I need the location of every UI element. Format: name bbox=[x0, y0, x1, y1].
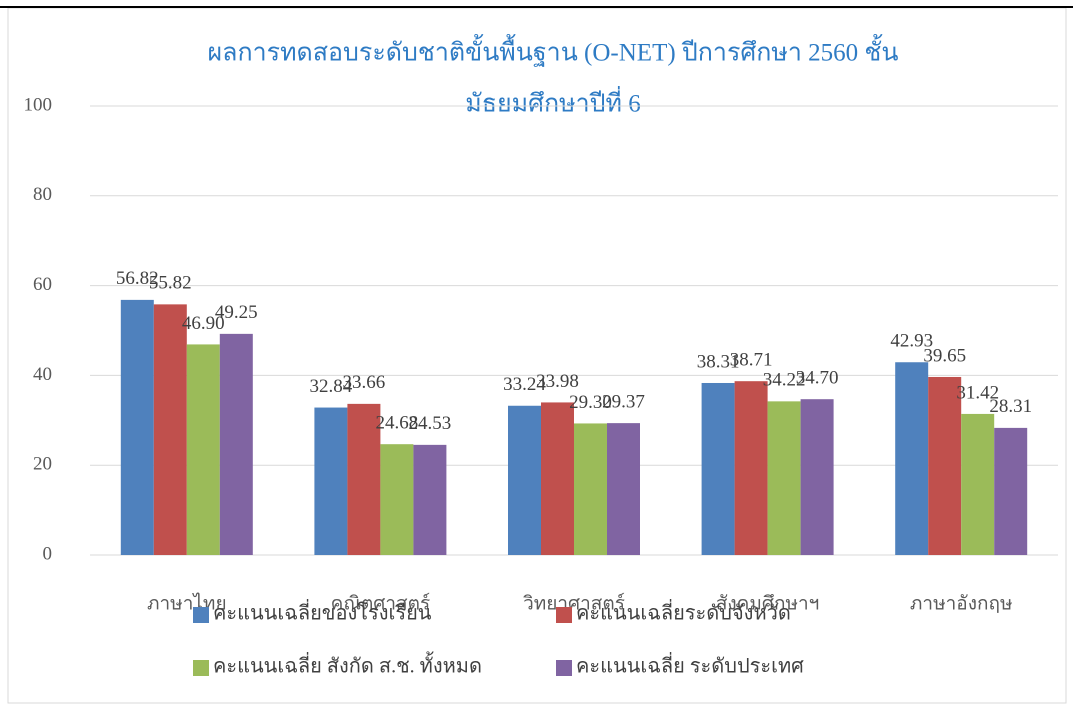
value-label: 29.37 bbox=[602, 391, 645, 412]
value-label: 28.31 bbox=[989, 396, 1032, 417]
value-label: 49.25 bbox=[215, 302, 258, 323]
x-tick-label: วิทยาศาสตร์ bbox=[523, 592, 625, 614]
y-tick-label: 0 bbox=[43, 543, 53, 564]
y-tick-label: 40 bbox=[33, 364, 52, 385]
value-label: 38.31 bbox=[697, 351, 740, 372]
value-label: 34.22 bbox=[763, 370, 806, 391]
bar bbox=[607, 423, 640, 555]
value-label: 39.65 bbox=[923, 345, 966, 366]
bar bbox=[895, 362, 929, 555]
legend-label: คะแนนเฉลี่ย สังกัด ส.ช. ทั้งหมด bbox=[213, 652, 482, 678]
legend-swatch bbox=[556, 607, 572, 623]
value-label: 29.30 bbox=[569, 392, 612, 413]
x-tick-label: ภาษาอังกฤษ bbox=[910, 593, 1013, 614]
bar bbox=[413, 444, 447, 555]
y-tick-label: 60 bbox=[33, 274, 52, 295]
value-label: 38.71 bbox=[730, 350, 773, 371]
bar bbox=[541, 402, 574, 555]
bar bbox=[153, 304, 187, 555]
bar bbox=[120, 299, 154, 555]
x-tick-label: คณิตศาสตร์ bbox=[331, 592, 431, 614]
x-tick-label: สังคมศึกษาฯ bbox=[716, 593, 820, 614]
value-label: 56.82 bbox=[116, 268, 159, 289]
bar bbox=[734, 381, 768, 555]
bar bbox=[767, 401, 801, 555]
value-label: 33.98 bbox=[536, 371, 579, 392]
value-label: 32.84 bbox=[310, 376, 353, 397]
value-label: 33.24 bbox=[503, 374, 546, 395]
bar bbox=[928, 376, 962, 555]
legend-swatch bbox=[193, 660, 209, 676]
value-label: 46.90 bbox=[182, 313, 225, 334]
bar bbox=[508, 405, 541, 555]
value-label: 31.42 bbox=[956, 382, 999, 403]
bar bbox=[961, 413, 995, 555]
bar bbox=[701, 382, 735, 555]
bar bbox=[800, 399, 834, 555]
legend-label: คะแนนเฉลี่ยระดับจังหวัด bbox=[576, 599, 791, 625]
chart-title: มัธยมศึกษาปีที่ 6 bbox=[465, 86, 641, 118]
legend-swatch bbox=[193, 607, 209, 623]
legend-label: คะแนนเฉลี่ย ระดับประเทศ bbox=[576, 652, 804, 678]
bar bbox=[186, 344, 220, 555]
value-label: 55.82 bbox=[149, 273, 192, 294]
bar bbox=[994, 427, 1028, 555]
value-label: 42.93 bbox=[890, 331, 933, 352]
y-tick-label: 100 bbox=[24, 94, 53, 115]
bar bbox=[314, 407, 348, 555]
bar bbox=[347, 403, 381, 555]
value-label: 33.66 bbox=[343, 372, 386, 393]
y-tick-label: 80 bbox=[33, 184, 52, 205]
bar bbox=[219, 333, 253, 555]
bar bbox=[574, 423, 607, 555]
legend-swatch bbox=[556, 660, 572, 676]
y-tick-label: 20 bbox=[33, 454, 52, 475]
chart-title: ผลการทดสอบระดับชาติขั้นพื้นฐาน (O-NET) ป… bbox=[208, 34, 899, 67]
value-label: 34.70 bbox=[796, 368, 839, 389]
legend-label: คะแนนเฉลี่ยของโรงเรียน bbox=[213, 599, 432, 625]
bar bbox=[380, 444, 414, 555]
value-label: 24.53 bbox=[409, 413, 452, 434]
value-label: 24.68 bbox=[376, 413, 419, 434]
